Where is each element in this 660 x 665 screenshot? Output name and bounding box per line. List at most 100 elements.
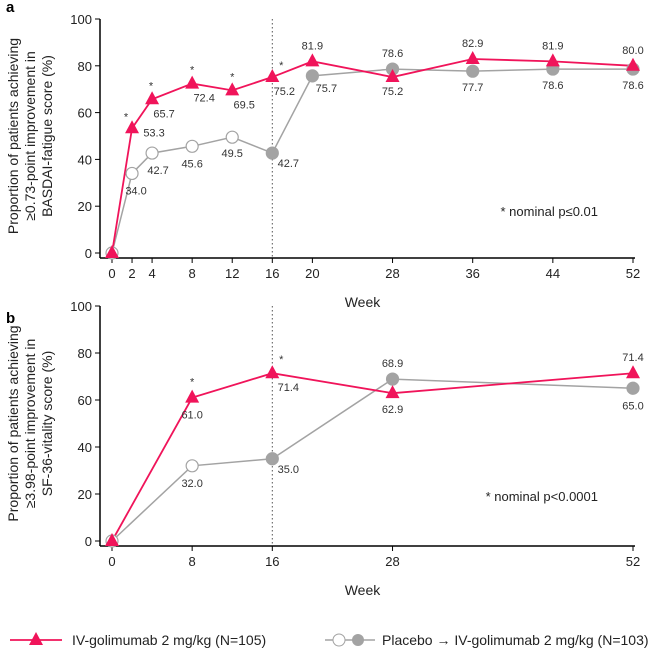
- panel-label: a: [6, 0, 15, 16]
- placebo-data-label: 78.6: [622, 80, 643, 92]
- placebo-data-label: 75.7: [316, 83, 337, 95]
- significance-star: *: [230, 71, 235, 83]
- x-tick-label: 0: [108, 554, 115, 569]
- golimumab-data-label: 80.0: [622, 45, 643, 57]
- golimumab-data-label: 65.7: [153, 108, 174, 120]
- golimumab-marker: [265, 365, 280, 379]
- y-tick-label: 20: [78, 199, 92, 214]
- x-tick-label: 4: [148, 266, 155, 281]
- legend-placebo-open-marker: [332, 633, 346, 647]
- y-tick-label: 100: [70, 12, 92, 27]
- golimumab-marker: [626, 57, 640, 71]
- placebo-data-label: 78.6: [542, 80, 563, 92]
- significance-star: *: [279, 354, 284, 366]
- placebo-data-label: 78.6: [382, 48, 403, 60]
- placebo-marker: [185, 459, 199, 473]
- placebo-data-label: 35.0: [278, 464, 299, 476]
- placebo-marker: [145, 146, 159, 160]
- placebo-marker: [185, 139, 199, 153]
- placebo-data-label: 77.7: [462, 82, 483, 94]
- significance-star: *: [124, 111, 129, 123]
- y-tick-label: 80: [78, 346, 92, 361]
- golimumab-data-label: 75.2: [382, 86, 403, 98]
- golimumab-data-label: 81.9: [542, 40, 563, 52]
- golimumab-data-label: 72.4: [193, 93, 214, 105]
- placebo-marker: [125, 166, 139, 181]
- legend-placebo-filled-marker: [352, 634, 364, 646]
- x-tick-label: 52: [626, 266, 640, 281]
- placebo-marker: [265, 146, 279, 160]
- golimumab-data-label: 61.0: [181, 410, 202, 422]
- placebo-data-label: 49.5: [222, 148, 243, 160]
- panel-label: b: [6, 310, 15, 327]
- y-axis-title-line: ≥3.98-point improvement in: [22, 339, 38, 509]
- golimumab-marker: [465, 51, 480, 65]
- y-tick-label: 60: [78, 393, 92, 408]
- golimumab-data-label: 62.9: [382, 404, 403, 416]
- golimumab-data-label: 69.5: [234, 99, 255, 111]
- placebo-marker: [466, 64, 480, 78]
- x-tick-label: 44: [546, 266, 560, 281]
- y-tick-label: 0: [85, 534, 92, 549]
- golimumab-marker: [385, 385, 400, 399]
- x-tick-label: 20: [305, 266, 319, 281]
- y-axis-title-line: SF-36-vitality score (%): [39, 351, 55, 496]
- chart-panel-b: b 0 20 40 60 80 100 0 8 16 28 52 Week Proportion of p…: [5, 299, 644, 598]
- golimumab-marker: [105, 245, 119, 258]
- golimumab-marker: [185, 75, 200, 89]
- y-axis-title-line: BASDAI-fatigue score (%): [39, 55, 55, 217]
- x-tick-label: 36: [465, 266, 479, 281]
- golimumab-marker: [545, 53, 560, 67]
- golimumab-data-label: 71.4: [278, 382, 299, 394]
- golimumab-marker: [626, 365, 640, 379]
- placebo-marker: [225, 130, 239, 144]
- x-tick-label: 2: [128, 266, 135, 281]
- placebo-data-label: 42.7: [147, 165, 168, 177]
- golimumab-marker: [185, 389, 200, 403]
- placebo-data-label: 34.0: [125, 185, 146, 197]
- significance-star: *: [190, 377, 195, 389]
- golimumab-data-label: 53.3: [143, 127, 164, 139]
- placebo-marker: [265, 452, 279, 466]
- placebo-marker: [385, 372, 400, 386]
- x-tick-label: 8: [189, 266, 196, 281]
- x-tick-label: 28: [385, 554, 399, 569]
- legend-golimumab-label: IV-golimumab 2 mg/kg (N=105): [72, 632, 266, 648]
- y-tick-label: 60: [78, 106, 92, 121]
- placebo-data-label: 65.0: [622, 400, 643, 412]
- legend-placebo-label: Placebo → IV-golimumab 2 mg/kg (N=103): [382, 632, 649, 648]
- significance-star: *: [149, 80, 154, 92]
- placebo-data-label: 45.6: [181, 158, 202, 170]
- x-axis-title: Week: [345, 294, 382, 310]
- placebo-data-label: 42.7: [278, 158, 299, 170]
- y-tick-label: 80: [78, 59, 92, 74]
- legend: IV-golimumab 2 mg/kg (N=105) Placebo → IV…: [10, 632, 649, 648]
- y-axis-title: Proportion of patients achieving≥0.73-po…: [5, 38, 55, 234]
- golimumab-marker: [145, 91, 160, 105]
- golimumab-data-label: 81.9: [302, 40, 323, 52]
- significance-star: *: [190, 65, 195, 77]
- x-tick-label: 0: [108, 266, 115, 281]
- golimumab-marker: [305, 53, 320, 67]
- y-axis-title-line: ≥0.73-point improvement in: [22, 51, 38, 221]
- x-axis-title: Week: [345, 582, 382, 598]
- significance-star: *: [279, 60, 284, 72]
- golimumab-marker: [105, 533, 119, 546]
- y-axis-title: Proportion of patients achieving≥3.98-po…: [5, 325, 55, 521]
- legend-golimumab-marker: [29, 632, 43, 645]
- placebo-marker: [305, 69, 319, 83]
- golimumab-data-label: 82.9: [462, 38, 483, 50]
- x-tick-label: 16: [265, 266, 279, 281]
- x-tick-label: 52: [626, 554, 640, 569]
- significance-note: * nominal p≤0.01: [501, 204, 598, 219]
- golimumab-data-label: 71.4: [622, 352, 643, 364]
- y-tick-label: 40: [78, 152, 92, 167]
- y-tick-label: 20: [78, 487, 92, 502]
- y-tick-label: 100: [70, 299, 92, 314]
- placebo-data-label: 68.9: [382, 358, 403, 370]
- golimumab-marker: [385, 69, 400, 83]
- x-tick-label: 12: [225, 266, 239, 281]
- placebo-data-label: 32.0: [181, 478, 202, 490]
